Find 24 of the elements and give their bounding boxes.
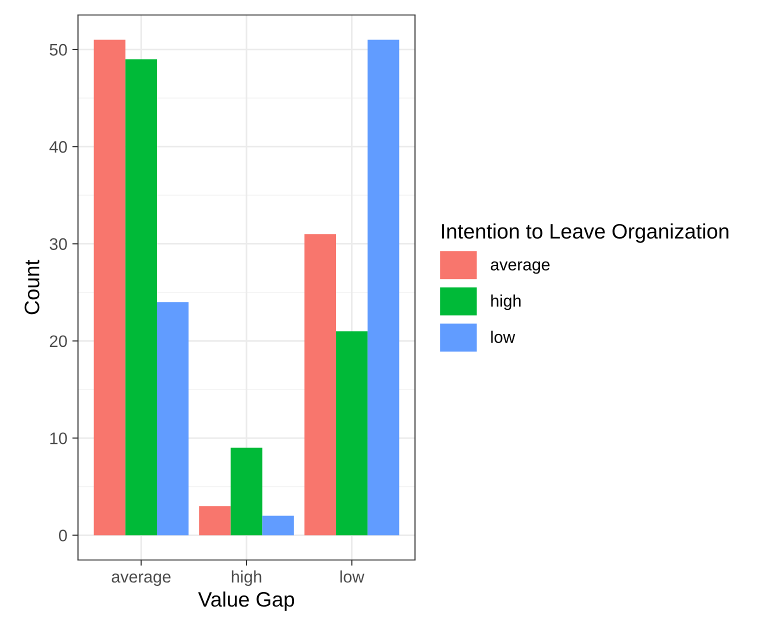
y-tick-label: 50: [50, 44, 67, 56]
bar: [262, 516, 294, 536]
y-tick-label: 20: [50, 335, 67, 348]
bar: [336, 331, 368, 536]
bar: [230, 448, 262, 536]
y-tick-label: 0: [58, 530, 67, 542]
legend-title: Intention to Leave Organization: [442, 223, 728, 243]
bar: [304, 234, 336, 536]
legend-label: low: [491, 330, 516, 343]
bar: [156, 302, 189, 536]
x-tick-label: low: [340, 570, 364, 583]
y-tick-label: 40: [49, 141, 67, 153]
x-tick-label: high: [232, 570, 262, 586]
bar: [199, 506, 231, 536]
y-tick-label: 30: [50, 238, 67, 250]
y-axis-title: Count: [24, 260, 40, 314]
legend-label: average: [490, 261, 550, 274]
bar: [368, 40, 400, 536]
y-tick-label: 10: [50, 432, 67, 444]
bar: [125, 59, 157, 536]
bar: [94, 40, 126, 536]
legend-label: high: [491, 294, 521, 310]
x-axis-title: Value Gap: [198, 592, 294, 611]
x-tick-label: average: [112, 574, 171, 586]
